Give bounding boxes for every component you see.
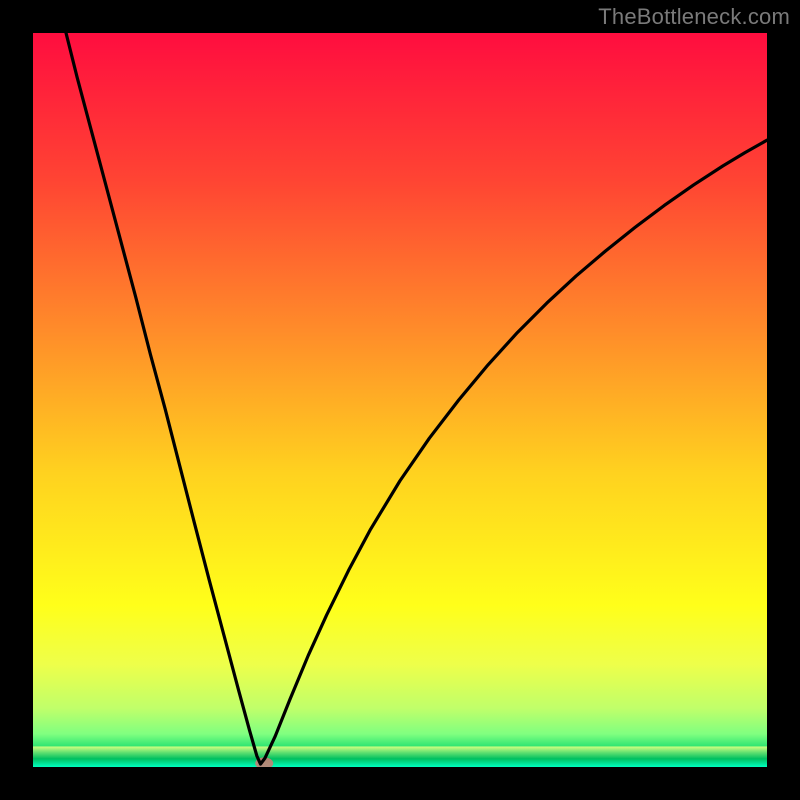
chart-svg: [33, 33, 767, 767]
bottleneck-chart: [33, 33, 767, 767]
green-band: [33, 746, 767, 767]
watermark-text: TheBottleneck.com: [598, 4, 790, 30]
chart-frame: TheBottleneck.com: [0, 0, 800, 800]
gradient-background: [33, 33, 767, 767]
